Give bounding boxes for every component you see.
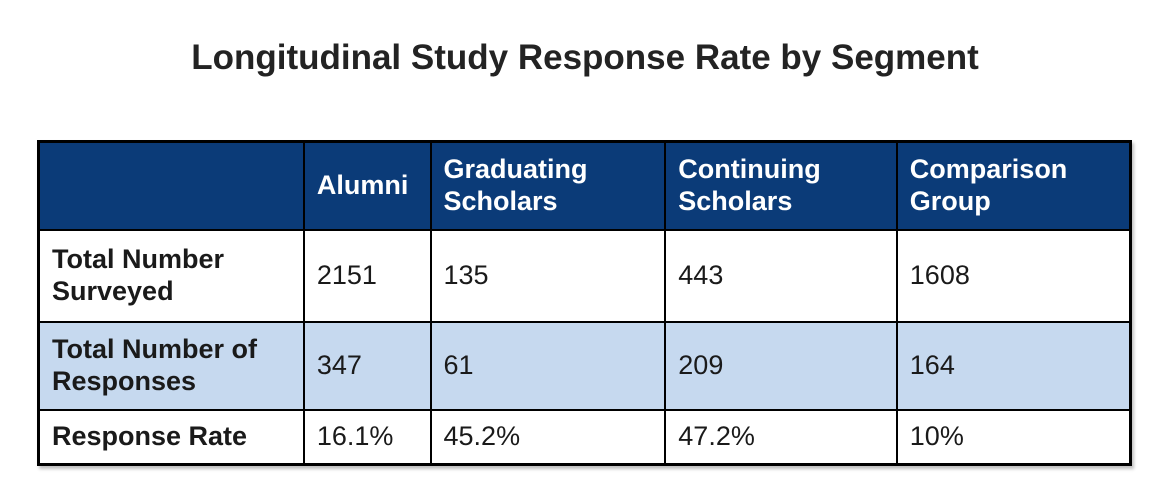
value-cell-surveyed-comparison: 1608	[895, 229, 1132, 323]
header-cell-blank	[37, 140, 305, 231]
value-cell-rate-alumni: 16.1%	[302, 409, 432, 466]
row-label-response-rate: Response Rate	[37, 409, 305, 466]
value-cell-surveyed-continuing: 443	[664, 229, 898, 323]
header-cell-continuing-scholars: Continuing Scholars	[664, 140, 898, 231]
value-cell-responses-continuing: 209	[664, 321, 898, 411]
value-cell-surveyed-graduating: 135	[429, 229, 667, 323]
table-row-response-rate: Response Rate 16.1% 45.2% 47.2% 10%	[37, 409, 1132, 466]
row-label-total-surveyed: Total Number Surveyed	[37, 229, 305, 323]
value-cell-surveyed-alumni: 2151	[302, 229, 432, 323]
value-cell-responses-alumni: 347	[302, 321, 432, 411]
response-rate-table: Alumni Graduating Scholars Continuing Sc…	[37, 140, 1132, 466]
value-cell-responses-graduating: 61	[429, 321, 667, 411]
table-row-total-surveyed: Total Number Surveyed 2151 135 443 1608	[37, 229, 1132, 323]
table-header-row: Alumni Graduating Scholars Continuing Sc…	[37, 140, 1132, 231]
header-cell-alumni: Alumni	[302, 140, 432, 231]
figure-title: Longitudinal Study Response Rate by Segm…	[191, 38, 979, 77]
row-label-total-responses: Total Number of Responses	[37, 321, 305, 411]
header-cell-graduating-scholars: Graduating Scholars	[429, 140, 667, 231]
value-cell-rate-comparison: 10%	[895, 409, 1132, 466]
header-cell-comparison-group: Comparison Group	[895, 140, 1132, 231]
value-cell-responses-comparison: 164	[895, 321, 1132, 411]
table-row-total-responses: Total Number of Responses 347 61 209 164	[37, 321, 1132, 411]
value-cell-rate-continuing: 47.2%	[664, 409, 898, 466]
value-cell-rate-graduating: 45.2%	[429, 409, 667, 466]
